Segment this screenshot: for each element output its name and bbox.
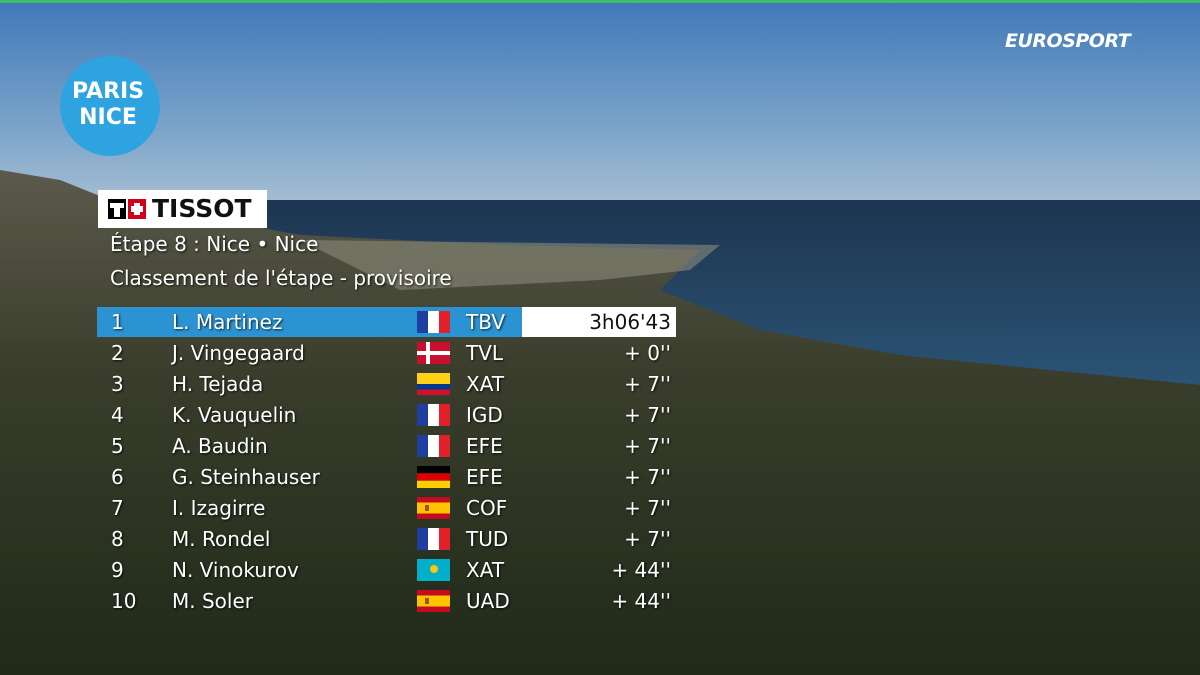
broadcaster-logo: EUROSPORT	[1005, 30, 1131, 52]
team-code: EFE	[466, 434, 503, 458]
result-row: 2 J. Vingegaard TVL + 0''	[97, 338, 677, 368]
result-row: 3 H. Tejada XAT + 7''	[97, 369, 677, 399]
sponsor-name: TISSOT	[152, 194, 252, 223]
top-strip	[0, 0, 1200, 3]
flag	[417, 311, 450, 333]
team-code: TUD	[466, 527, 509, 551]
rider-name: I. Izagirre	[172, 496, 266, 520]
stage-subtitle: Classement de l'étape - provisoire	[110, 266, 452, 290]
team-code: XAT	[466, 558, 505, 582]
flag	[417, 404, 450, 426]
rank: 5	[111, 434, 124, 458]
flag	[417, 342, 450, 364]
stage-title: Étape 8 : Nice • Nice	[110, 232, 319, 256]
team-code: COF	[466, 496, 508, 520]
flag	[417, 435, 450, 457]
flag	[417, 528, 450, 550]
rider-name: K. Vauquelin	[172, 403, 297, 427]
result-row: 10 M. Soler UAD + 44''	[97, 586, 677, 616]
logo-circle	[60, 56, 160, 156]
team-code: UAD	[466, 589, 510, 613]
team-code: TBV	[466, 310, 506, 334]
rider-name: J. Vingegaard	[172, 341, 305, 365]
result-row: 7 I. Izagirre COF + 7''	[97, 493, 677, 523]
sponsor-icon	[108, 199, 146, 219]
city	[300, 240, 720, 290]
result-row: 8 M. Rondel TUD + 7''	[97, 524, 677, 554]
rider-name: H. Tejada	[172, 372, 264, 396]
time: 3h06'43	[589, 310, 671, 334]
rank: 10	[111, 589, 137, 613]
rank: 9	[111, 558, 124, 582]
rank: 7	[111, 496, 124, 520]
team-code: EFE	[466, 465, 503, 489]
race-logo: PARIS NICE	[60, 56, 160, 156]
time: + 7''	[624, 403, 671, 427]
result-row: 9 N. Vinokurov XAT + 44''	[97, 555, 677, 585]
sky	[0, 0, 1200, 210]
rider-name: N. Vinokurov	[172, 558, 299, 582]
time: + 7''	[624, 496, 671, 520]
hillside	[0, 170, 1200, 675]
logo-paris: PARIS	[72, 79, 144, 104]
result-row: 4 K. Vauquelin IGD + 7''	[97, 400, 677, 430]
team-code: XAT	[466, 372, 505, 396]
time: + 7''	[624, 465, 671, 489]
leader-bar	[97, 307, 522, 337]
rider-name: G. Steinhauser	[172, 465, 320, 489]
rider-name: A. Baudin	[172, 434, 268, 458]
team-code: IGD	[466, 403, 503, 427]
rank: 6	[111, 465, 124, 489]
time: + 0''	[624, 341, 671, 365]
flag	[417, 590, 450, 612]
rider-name: M. Rondel	[172, 527, 271, 551]
rank: 1	[111, 310, 124, 334]
sponsor-box: TISSOT	[98, 190, 267, 228]
flag	[417, 497, 450, 519]
leader-time-box	[522, 307, 676, 337]
flag	[417, 373, 450, 395]
rank: 8	[111, 527, 124, 551]
result-row: 5 A. Baudin EFE + 7''	[97, 431, 677, 461]
flag	[417, 466, 450, 488]
rider-name: M. Soler	[172, 589, 253, 613]
rank: 2	[111, 341, 124, 365]
time: + 7''	[624, 434, 671, 458]
flag	[417, 559, 450, 581]
rank: 3	[111, 372, 124, 396]
result-row: 1 L. Martinez TBV 3h06'43	[97, 307, 677, 337]
time: + 44''	[611, 558, 671, 582]
rider-name: L. Martinez	[172, 310, 283, 334]
time: + 44''	[611, 589, 671, 613]
logo-nice: NICE	[79, 105, 137, 130]
result-row: 6 G. Steinhauser EFE + 7''	[97, 462, 677, 492]
team-code: TVL	[466, 341, 504, 365]
time: + 7''	[624, 527, 671, 551]
time: + 7''	[624, 372, 671, 396]
rank: 4	[111, 403, 124, 427]
